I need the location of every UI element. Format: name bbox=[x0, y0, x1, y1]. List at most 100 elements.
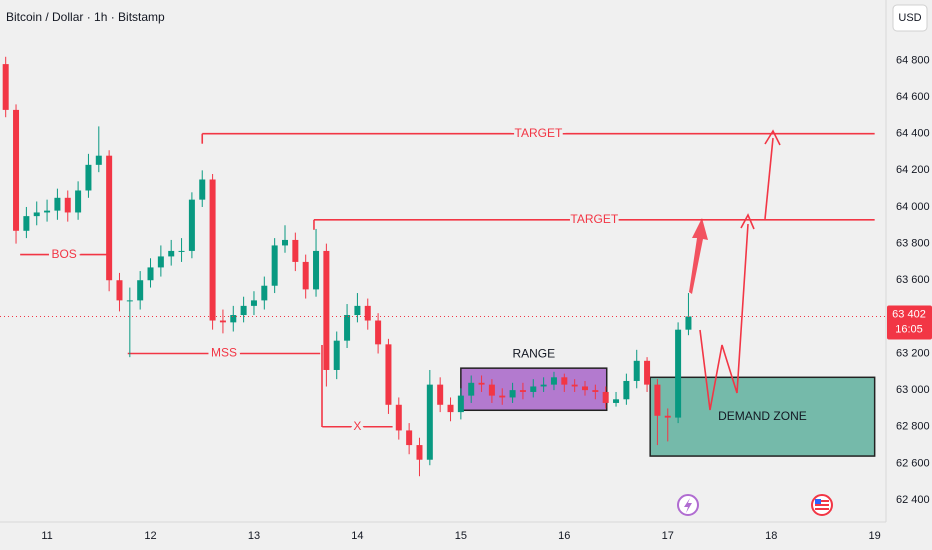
candle-body bbox=[385, 344, 392, 405]
candle-body bbox=[447, 404, 454, 413]
candle-body bbox=[426, 384, 433, 460]
candle-body bbox=[271, 245, 278, 286]
candle-body bbox=[457, 395, 464, 413]
x-tick-label: 17 bbox=[662, 530, 674, 542]
event-icon-glyph bbox=[684, 498, 692, 513]
flag-canton bbox=[815, 499, 821, 504]
candle-body bbox=[613, 399, 620, 403]
y-tick-label: 63 200 bbox=[896, 347, 930, 359]
y-tick-label: 63 600 bbox=[896, 274, 930, 286]
y-tick-label: 63 000 bbox=[896, 384, 930, 396]
candle-body bbox=[23, 216, 30, 231]
zone-label: DEMAND ZONE bbox=[718, 409, 807, 423]
currency-button[interactable] bbox=[892, 4, 928, 32]
candle-body bbox=[302, 261, 309, 290]
candle-body bbox=[250, 300, 257, 306]
x-tick-label: 18 bbox=[765, 530, 777, 542]
plot: RANGE DEMAND ZONE TARGET TARGET BOS MSS X bbox=[0, 56, 885, 477]
x-tick-label: 15 bbox=[455, 530, 467, 542]
arrow bbox=[689, 218, 708, 294]
candle-body bbox=[126, 300, 133, 302]
y-tick-label: 64 600 bbox=[896, 91, 930, 103]
candle-body bbox=[13, 109, 20, 231]
candle-body bbox=[623, 380, 630, 400]
candle-body bbox=[395, 404, 402, 431]
candle-body bbox=[654, 384, 661, 416]
candle-body bbox=[75, 190, 82, 213]
candle-body bbox=[116, 280, 123, 301]
candle-body bbox=[437, 384, 444, 405]
candle-body bbox=[2, 64, 9, 110]
level-label: TARGET bbox=[515, 126, 563, 140]
candle-body bbox=[519, 390, 526, 392]
y-tick-label: 62 800 bbox=[896, 421, 930, 433]
candle-body bbox=[375, 320, 382, 345]
x-tick-label: 16 bbox=[558, 530, 570, 542]
candle-body bbox=[664, 415, 671, 418]
candle-body bbox=[209, 179, 216, 321]
candle-body bbox=[468, 382, 475, 396]
candle-body bbox=[137, 280, 144, 301]
candle-body bbox=[199, 179, 206, 200]
candle-body bbox=[230, 315, 237, 323]
candle-body bbox=[178, 250, 185, 252]
candle-body bbox=[675, 329, 682, 418]
level-label: TARGET bbox=[570, 212, 618, 226]
candle-body bbox=[168, 250, 175, 257]
y-tick-label: 64 800 bbox=[896, 54, 930, 66]
candle-body bbox=[219, 320, 226, 323]
countdown-label: 16:05 bbox=[895, 323, 923, 335]
candle-body bbox=[188, 199, 195, 251]
y-tick-label: 63 800 bbox=[896, 238, 930, 250]
candle-body bbox=[147, 267, 154, 281]
candle-body bbox=[582, 386, 588, 391]
price-tag bbox=[887, 305, 932, 340]
candle-body bbox=[530, 386, 537, 392]
level-label: X bbox=[353, 419, 361, 433]
candle-body bbox=[406, 430, 413, 446]
candle-body bbox=[292, 239, 299, 262]
candle-body bbox=[33, 212, 40, 217]
x-tick-label: 13 bbox=[248, 530, 260, 542]
candle-body bbox=[282, 239, 288, 246]
candle-body bbox=[333, 340, 340, 370]
candle-body bbox=[685, 316, 692, 330]
y-tick-label: 64 200 bbox=[896, 164, 930, 176]
flag-stripe bbox=[815, 508, 829, 510]
candle-body bbox=[592, 390, 599, 392]
candle-body bbox=[261, 285, 268, 301]
candle-body bbox=[602, 391, 609, 403]
x-tick-label: 19 bbox=[869, 530, 881, 542]
candle-body bbox=[633, 360, 640, 381]
arrow-head bbox=[740, 213, 755, 230]
candle-body bbox=[416, 445, 423, 460]
y-tick-label: 62 600 bbox=[896, 457, 930, 469]
price-tag-label: 63 402 bbox=[892, 308, 926, 320]
candle-body bbox=[44, 210, 51, 213]
candle-body bbox=[354, 305, 361, 316]
candle-body bbox=[499, 395, 506, 398]
x-tick-label: 11 bbox=[41, 530, 52, 542]
candle-body bbox=[540, 384, 547, 387]
flag-stripe bbox=[815, 500, 829, 502]
candle-body bbox=[550, 377, 557, 385]
zone-box bbox=[649, 376, 876, 457]
candle-body bbox=[85, 164, 92, 191]
candle-body bbox=[644, 360, 651, 385]
candle-body bbox=[54, 197, 61, 211]
y-tick-label: 62 400 bbox=[896, 494, 930, 506]
candle-body bbox=[571, 384, 578, 387]
level-label: MSS bbox=[211, 346, 237, 360]
candle-body bbox=[323, 250, 330, 370]
candle-body bbox=[509, 390, 516, 398]
candle-body bbox=[64, 197, 71, 213]
chart-title: Bitcoin / Dollar · 1h · Bitstamp bbox=[6, 10, 165, 24]
candle-body bbox=[106, 155, 113, 281]
projection-path bbox=[764, 137, 774, 220]
projection-path bbox=[699, 223, 749, 411]
candle-body bbox=[95, 155, 102, 165]
zone-label: RANGE bbox=[512, 346, 555, 360]
candle-body bbox=[344, 315, 351, 341]
